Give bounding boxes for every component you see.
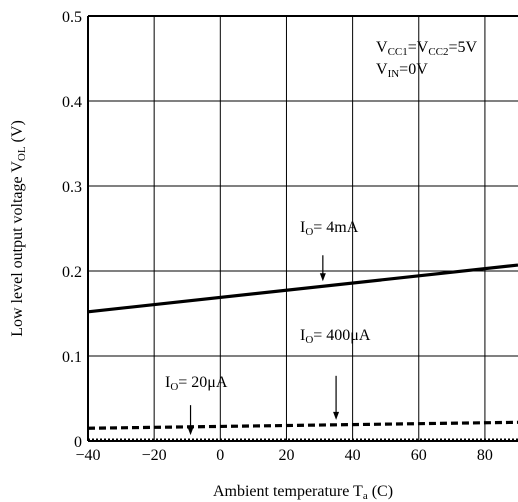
- series-label: IO= 4mA: [300, 219, 359, 238]
- annotations: Ambient temperature Ta (C) Low level outp…: [9, 39, 478, 502]
- condition-text: VCC1=VCC2=5V: [376, 39, 478, 58]
- y-tick-label: 0.1: [62, 349, 82, 366]
- tick-labels: −40 −20 0 20 40 60 80 0 0.1 0.2 0.3 0.4 0.5: [62, 9, 493, 464]
- plot-frame: [87, 15, 518, 442]
- condition-text: VIN=0V: [376, 61, 428, 80]
- x-tick-label: −40: [75, 447, 100, 464]
- series-label: IO= 400μA: [300, 327, 371, 346]
- series-lines: [87, 263, 518, 442]
- y-tick-label: 0.2: [62, 264, 82, 281]
- series-line-solid: [87, 263, 518, 314]
- series-label: IO= 20μA: [165, 374, 228, 393]
- x-tick-label: 60: [411, 447, 427, 464]
- y-tick-label: 0.4: [62, 94, 82, 111]
- series-line-dashed: [87, 420, 518, 430]
- x-tick-label: 20: [278, 447, 294, 464]
- arrow-head: [333, 411, 340, 420]
- x-tick-label: 40: [345, 447, 361, 464]
- y-tick-label: 0.3: [62, 179, 82, 196]
- series-arrows: [187, 255, 340, 436]
- x-tick-label: 0: [216, 447, 224, 464]
- arrow-head: [319, 273, 326, 282]
- x-axis-title: Ambient temperature Ta (C): [213, 483, 393, 502]
- y-tick-label: 0.5: [62, 9, 82, 26]
- x-tick-label: 80: [477, 447, 493, 464]
- x-tick-label: −20: [142, 447, 167, 464]
- arrow-head: [187, 427, 194, 436]
- y-axis-title: Low level output voltage VOL (V): [9, 120, 28, 337]
- y-tick-label: 0: [74, 434, 82, 451]
